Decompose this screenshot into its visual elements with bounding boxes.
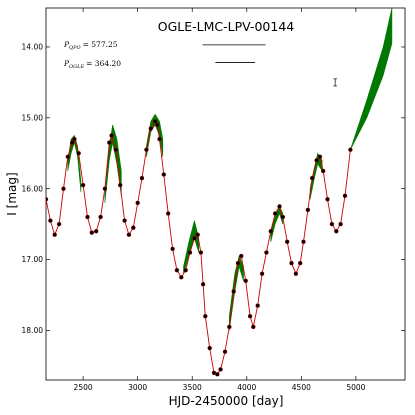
y-tick-label: 18.00 bbox=[22, 326, 44, 335]
observation-point bbox=[215, 372, 220, 377]
observation-point bbox=[251, 324, 256, 330]
observation-point bbox=[342, 193, 348, 199]
observation-point bbox=[174, 268, 180, 273]
observation-point bbox=[155, 122, 160, 128]
observation-point bbox=[268, 228, 273, 234]
observation-point bbox=[126, 232, 132, 237]
observation-point bbox=[314, 158, 319, 163]
observation-point bbox=[179, 275, 184, 280]
observation-point bbox=[89, 230, 95, 235]
observation-points-layer bbox=[46, 119, 353, 377]
observation-point bbox=[109, 133, 114, 138]
observation-point bbox=[102, 186, 108, 191]
observation-point bbox=[107, 140, 112, 145]
observation-point bbox=[305, 207, 311, 213]
observation-point bbox=[139, 175, 145, 181]
observation-point bbox=[348, 147, 353, 152]
y-tick-label: 17.00 bbox=[22, 255, 44, 264]
y-tick-label: 16.00 bbox=[22, 184, 44, 193]
envelope-band-7 bbox=[350, 8, 393, 150]
x-tick-label: 3000 bbox=[128, 383, 147, 392]
observation-point bbox=[135, 200, 140, 206]
x-tick-label: 3500 bbox=[183, 383, 202, 392]
observation-point bbox=[264, 250, 269, 255]
observation-point bbox=[239, 253, 244, 259]
observation-point bbox=[170, 246, 175, 252]
observation-point bbox=[207, 345, 212, 351]
observation-point bbox=[227, 324, 232, 330]
observation-point bbox=[285, 239, 290, 245]
observation-point bbox=[231, 289, 236, 294]
observation-point bbox=[218, 367, 223, 372]
observation-point bbox=[80, 182, 86, 188]
observation-point bbox=[85, 214, 90, 220]
observation-point bbox=[131, 225, 136, 230]
x-tick-label: 2500 bbox=[74, 383, 93, 392]
observation-point bbox=[98, 214, 103, 220]
observation-point bbox=[69, 140, 75, 145]
observation-point bbox=[56, 221, 62, 227]
observation-point bbox=[301, 239, 306, 245]
observation-point bbox=[298, 260, 303, 266]
observation-point bbox=[148, 126, 154, 131]
observation-point bbox=[165, 211, 171, 216]
observation-point bbox=[310, 175, 315, 181]
observation-point bbox=[293, 271, 299, 276]
observation-point bbox=[195, 232, 200, 237]
observation-point bbox=[255, 303, 260, 308]
observation-point bbox=[157, 136, 162, 142]
observation-point bbox=[187, 250, 193, 255]
observation-point bbox=[272, 211, 278, 216]
observation-point bbox=[259, 271, 265, 276]
period-qpo-label: PQPO = 577.25 bbox=[63, 40, 118, 51]
period-ogle-label: POGLE = 364.20 bbox=[63, 59, 121, 70]
observation-point bbox=[161, 172, 167, 177]
observation-point bbox=[144, 147, 149, 152]
observation-point bbox=[183, 268, 188, 273]
observation-point bbox=[247, 314, 253, 319]
observation-point bbox=[52, 232, 57, 237]
annotation-marks-layer bbox=[202, 44, 337, 87]
observation-point bbox=[325, 197, 330, 202]
y-tick-label: 14.00 bbox=[22, 43, 44, 52]
observation-point bbox=[113, 147, 119, 152]
observation-point bbox=[329, 221, 335, 227]
y-axis-label: I [mag] bbox=[5, 172, 19, 215]
model-layer bbox=[46, 120, 351, 375]
model-line bbox=[46, 120, 351, 375]
observation-point bbox=[65, 154, 71, 160]
observation-point bbox=[117, 182, 123, 188]
observation-point bbox=[152, 119, 158, 124]
observation-point bbox=[321, 168, 326, 174]
chart-title: OGLE-LMC-LPV-00144 bbox=[158, 19, 295, 34]
x-tick-label: 5000 bbox=[346, 383, 365, 392]
observation-point bbox=[72, 136, 77, 142]
observation-point bbox=[46, 197, 49, 202]
observation-point bbox=[122, 218, 127, 223]
axis-ticks-layer: 2500 3000 3500 4000 4500 5000 14.00 15.00 16.00 1… bbox=[22, 8, 405, 392]
x-tick-label: 4000 bbox=[237, 383, 256, 392]
observation-point bbox=[280, 214, 285, 220]
observation-point bbox=[192, 236, 197, 241]
observation-point bbox=[200, 282, 206, 287]
observation-point bbox=[48, 218, 53, 223]
observation-point bbox=[317, 154, 323, 160]
x-axis-label: HJD-2450000 [day] bbox=[169, 394, 284, 408]
observation-point bbox=[235, 260, 241, 266]
observation-point bbox=[222, 349, 228, 354]
observation-point bbox=[289, 260, 294, 266]
observation-point bbox=[243, 278, 248, 283]
observation-point bbox=[334, 228, 339, 234]
y-tick-label: 15.00 bbox=[22, 113, 44, 122]
observation-point bbox=[203, 314, 208, 319]
observation-point bbox=[61, 186, 66, 191]
observation-point bbox=[338, 221, 343, 227]
observation-point bbox=[76, 151, 81, 156]
x-tick-label: 4500 bbox=[292, 383, 311, 392]
observation-point bbox=[277, 204, 282, 209]
observation-point bbox=[198, 250, 204, 255]
observation-point bbox=[93, 228, 99, 234]
